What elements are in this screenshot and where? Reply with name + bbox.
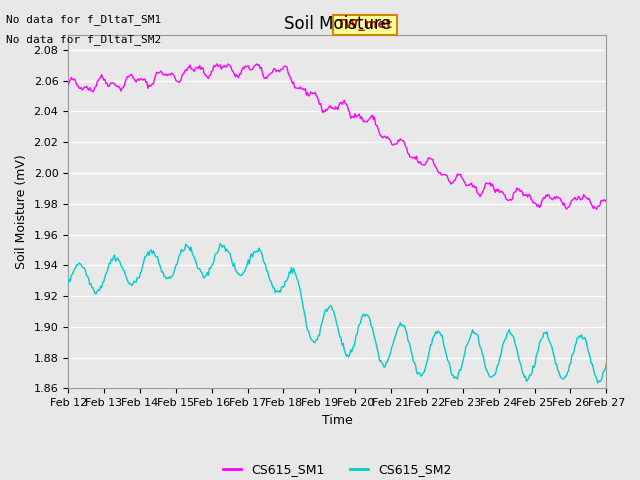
Text: No data for f_DltaT_SM1: No data for f_DltaT_SM1 <box>6 14 162 25</box>
Legend: CS615_SM1, CS615_SM2: CS615_SM1, CS615_SM2 <box>218 458 457 480</box>
X-axis label: Time: Time <box>322 414 353 427</box>
Text: TW_met: TW_met <box>337 18 393 32</box>
Title: Soil Moisture: Soil Moisture <box>284 15 390 33</box>
Text: No data for f_DltaT_SM2: No data for f_DltaT_SM2 <box>6 34 162 45</box>
Y-axis label: Soil Moisture (mV): Soil Moisture (mV) <box>15 154 28 269</box>
